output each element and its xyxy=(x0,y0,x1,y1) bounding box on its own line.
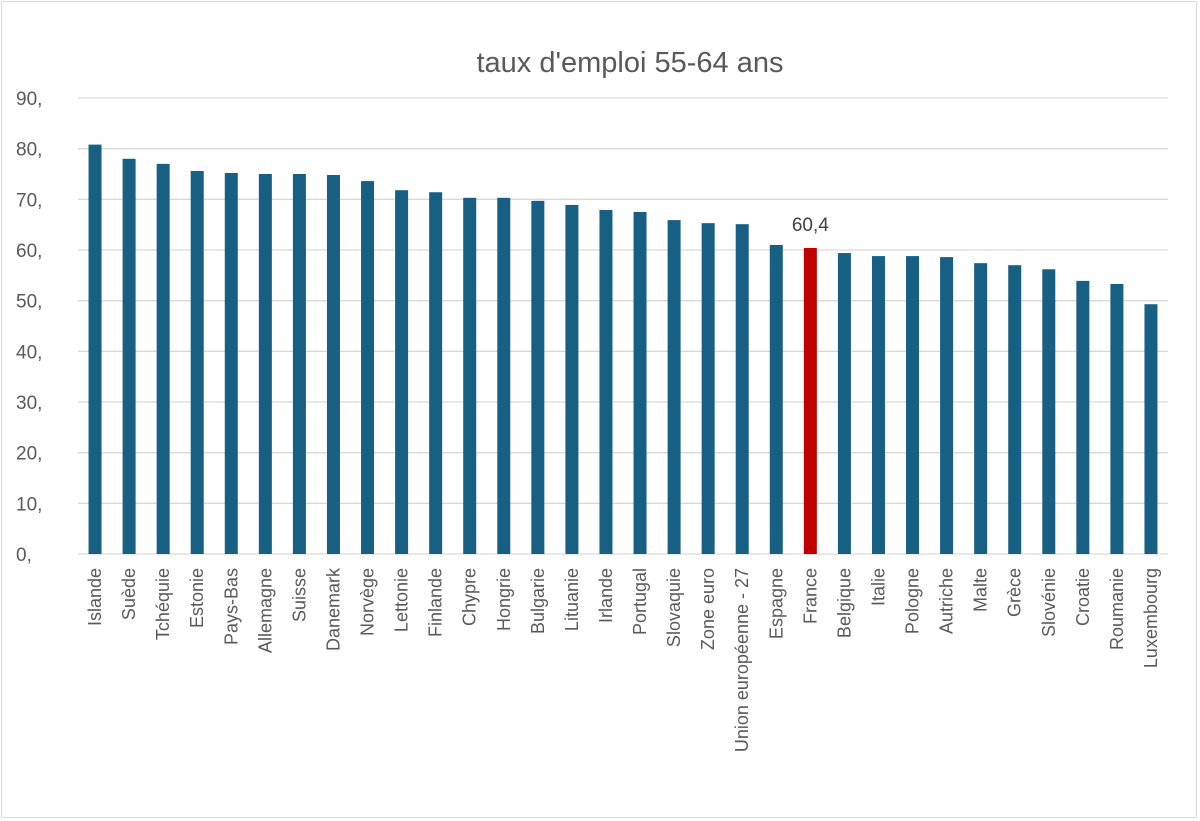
bar-chypre xyxy=(463,197,477,554)
bar-union-europ-enne-27 xyxy=(735,224,749,554)
x-tick-label: Portugal xyxy=(630,568,650,635)
bar-tch-quie xyxy=(156,163,170,554)
chart-title: taux d'emploi 55-64 ans xyxy=(476,47,783,79)
x-tick-label: Luxembourg xyxy=(1141,568,1161,668)
x-tick-label: Croatie xyxy=(1073,568,1093,626)
bar-lettonie xyxy=(395,190,409,555)
y-tick-label: 10, xyxy=(16,494,42,515)
y-tick-label: 50, xyxy=(16,292,42,313)
bar-pologne xyxy=(906,256,920,554)
x-tick-label: Slovénie xyxy=(1039,568,1059,637)
x-tick-label: Espagne xyxy=(766,568,786,639)
x-tick-label: Bulgarie xyxy=(528,568,548,634)
bar-islande xyxy=(88,144,102,554)
x-tick-label: Italie xyxy=(868,568,888,606)
bar-zone-euro xyxy=(701,223,715,554)
x-tick-label: Pologne xyxy=(903,568,923,634)
bar-belgique xyxy=(837,253,851,555)
x-tick-label: Lettonie xyxy=(392,568,412,632)
x-tick-label: Finlande xyxy=(426,568,446,637)
bar-estonie xyxy=(190,170,204,554)
x-tick-label: Grèce xyxy=(1005,568,1025,617)
y-tick-label: 40, xyxy=(16,342,42,363)
bar-allemagne xyxy=(258,174,272,554)
x-tick-label: Malte xyxy=(971,568,991,612)
bar-pays-bas xyxy=(224,172,238,554)
x-tick-label: Chypre xyxy=(460,568,480,626)
bar-autriche xyxy=(940,257,954,554)
x-tick-label: Roumanie xyxy=(1107,568,1127,650)
x-tick-label: Norvège xyxy=(358,568,378,636)
x-tick-label: Irlande xyxy=(596,568,616,623)
x-tick-label: Union européenne - 27 xyxy=(732,568,752,752)
bar-gr-ce xyxy=(1008,265,1022,554)
bar-lituanie xyxy=(565,204,579,554)
x-tick-label: Lituanie xyxy=(562,568,582,631)
bar-hongrie xyxy=(497,197,511,554)
y-tick-label: 30, xyxy=(16,393,42,414)
bar-portugal xyxy=(633,212,647,554)
x-tick-label: Allemagne xyxy=(255,568,275,653)
bar-france xyxy=(803,247,817,554)
x-tick-label: Suède xyxy=(119,568,139,620)
x-tick-label: France xyxy=(800,568,820,624)
bar-su-de xyxy=(122,158,136,555)
data-label: 60,4 xyxy=(792,215,829,236)
bar-danemark xyxy=(326,175,340,554)
x-tick-label: Suisse xyxy=(289,568,309,622)
x-tick-label: Pays-Bas xyxy=(221,568,241,645)
bar-luxembourg xyxy=(1144,304,1158,554)
y-tick-label: 20, xyxy=(16,444,42,465)
bar-norv-ge xyxy=(361,181,375,555)
bar-italie xyxy=(871,256,885,554)
bar-malte xyxy=(974,263,988,554)
bar-croatie xyxy=(1076,280,1090,554)
x-tick-label: Hongrie xyxy=(494,568,514,631)
bar-suisse xyxy=(292,174,306,554)
x-tick-label: Islande xyxy=(85,568,105,626)
x-tick-label: Autriche xyxy=(937,568,957,634)
bar-slovaquie xyxy=(667,220,681,554)
bar-roumanie xyxy=(1110,283,1124,554)
x-tick-label: Estonie xyxy=(187,568,207,628)
bar-bulgarie xyxy=(531,200,545,554)
bar-finlande xyxy=(429,192,443,555)
x-tick-label: Slovaquie xyxy=(664,568,684,647)
x-tick-label: Tchéquie xyxy=(153,568,173,640)
y-tick-label: 60, xyxy=(16,241,42,262)
y-tick-label: 70, xyxy=(16,190,42,211)
bar-irlande xyxy=(599,209,613,554)
x-tick-label: Belgique xyxy=(834,568,854,638)
y-tick-label: 90, xyxy=(16,89,42,110)
x-tick-label: Zone euro xyxy=(698,568,718,650)
y-tick-label: 80, xyxy=(16,140,42,161)
y-tick-label: 0, xyxy=(16,545,32,566)
x-tick-label: Danemark xyxy=(323,567,343,651)
bar-slov-nie xyxy=(1042,269,1056,554)
bar-espagne xyxy=(769,244,783,554)
